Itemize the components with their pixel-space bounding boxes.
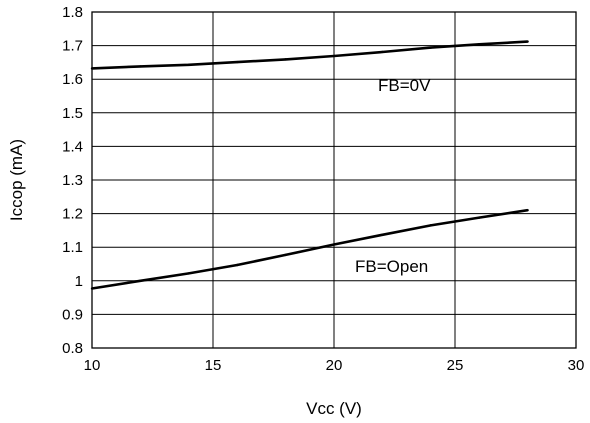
x-tick-label: 15	[205, 357, 222, 374]
y-tick-label: 1.4	[62, 138, 83, 155]
series-1-point	[284, 253, 287, 257]
y-tick-label: 1.2	[62, 206, 83, 223]
series-0-point	[236, 60, 239, 64]
x-axis-label: Vcc (V)	[306, 399, 362, 418]
series-label-fb-open: FB=Open	[355, 257, 428, 276]
series-label-fb-0v: FB=0V	[378, 76, 431, 95]
series-0-point	[139, 65, 142, 68]
series-1-point	[381, 233, 384, 236]
y-axis-ticks: 0.8 0.9 1 1.1 1.2 1.3 1.4 1.5 1.6 1.7 1.8	[62, 4, 83, 357]
series-0-point	[429, 46, 432, 49]
series-0-point	[381, 50, 384, 54]
series-0-point	[526, 40, 529, 43]
x-axis-ticks: 10 15 20 25 30	[84, 357, 585, 374]
x-tick-label: 25	[447, 357, 464, 374]
series-lines	[90, 40, 529, 290]
x-tick-label: 20	[326, 357, 343, 374]
y-tick-label: 1.5	[62, 105, 83, 122]
series-1-point	[526, 209, 529, 212]
series-0-point	[187, 63, 190, 66]
y-axis-label: Iccop (mA)	[7, 139, 26, 221]
series-line-0	[91, 40, 528, 70]
series-1-point	[332, 243, 336, 246]
y-tick-label: 1.7	[62, 38, 83, 55]
series-1-point	[187, 272, 190, 275]
series-1-point	[478, 216, 481, 219]
series-0-point	[284, 58, 287, 61]
x-tick-label: 30	[568, 357, 585, 374]
y-tick-label: 1.3	[62, 172, 83, 189]
series-1-point	[429, 224, 432, 227]
series-0-point	[332, 54, 336, 58]
series-line-1	[91, 208, 528, 290]
y-tick-label: 1	[75, 273, 83, 290]
series-1-point	[236, 263, 239, 267]
y-tick-label: 1.8	[62, 4, 83, 21]
y-tick-label: 1.1	[62, 239, 83, 256]
y-tick-label: 0.9	[62, 306, 83, 323]
x-tick-label: 10	[84, 357, 101, 374]
y-tick-label: 0.8	[62, 340, 83, 357]
y-tick-label: 1.6	[62, 71, 83, 88]
series-0-point	[478, 43, 481, 46]
grid	[91, 11, 577, 349]
series-1-point	[139, 279, 142, 282]
plot-frame	[91, 11, 577, 349]
